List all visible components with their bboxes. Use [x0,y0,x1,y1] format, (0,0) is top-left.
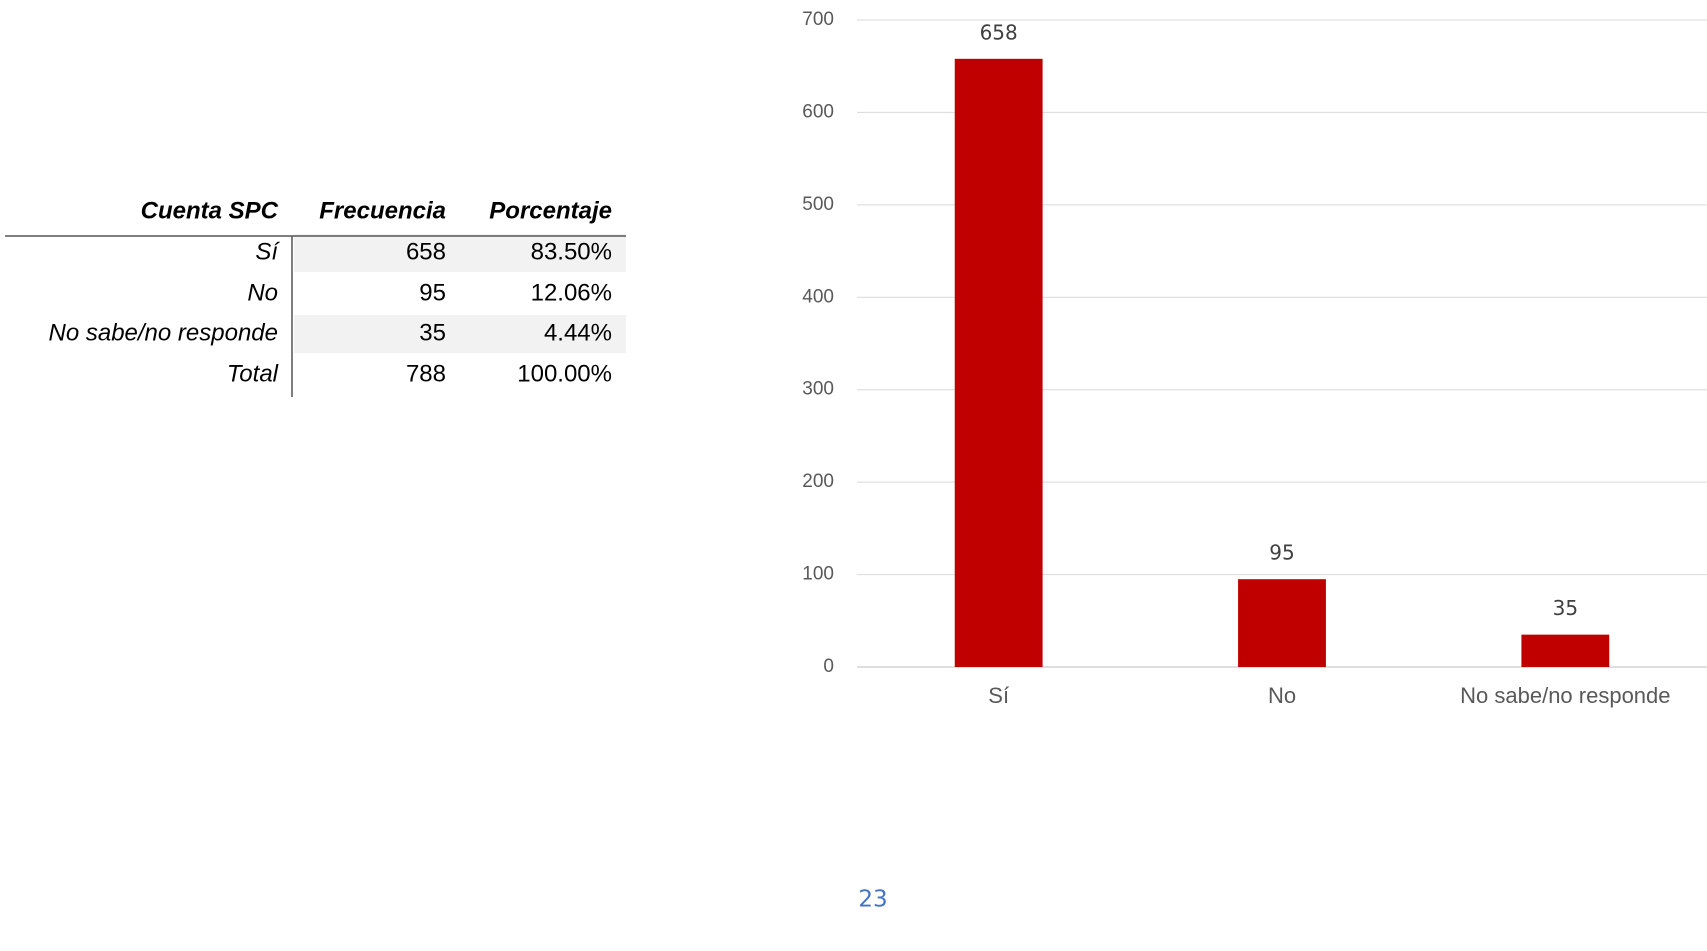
table-cell: Sí [255,238,280,265]
table-cell: 4.44% [544,319,612,346]
table-cell: 100.00% [517,360,612,387]
page: 23 Cuenta SPC Frecuencia Porcentaje Sí 658 83… [0,0,1707,951]
data-label: 95 [1269,541,1294,565]
y-tick-label: 100 [802,564,834,585]
table-cell: 83.50% [531,238,612,265]
x-tick-label: Sí [988,683,1009,708]
data-label: 658 [980,20,1018,44]
table-header: Cuenta SPC [141,197,279,224]
y-tick-label: 0 [823,656,834,677]
bar [955,59,1043,667]
table-header: Porcentaje [489,197,612,224]
y-tick-label: 600 [802,101,834,122]
y-tick-label: 300 [802,379,834,400]
x-tick-label: No [1268,683,1296,708]
x-tick-label: No sabe/no responde [1460,683,1670,708]
bar [1238,579,1326,667]
data-label: 35 [1553,596,1578,620]
y-tick-label: 700 [802,9,834,30]
table-cell: No [247,279,278,306]
y-tick-label: 500 [802,194,834,215]
table-cell: 658 [406,238,446,265]
table-cell: 12.06% [531,279,612,306]
bar [1521,635,1609,667]
page-canvas: 23 Cuenta SPC Frecuencia Porcentaje Sí 658 83… [0,0,1707,951]
table-cell: No sabe/no responde [49,319,279,346]
y-tick-label: 400 [802,286,834,307]
table-header: Frecuencia [319,197,446,224]
table-cell: 95 [419,279,446,306]
table-cell: 35 [419,319,446,346]
table-cell: 788 [406,360,446,387]
page-number: 23 [858,887,887,913]
table-cell: Total [227,360,279,387]
y-tick-label: 200 [802,471,834,492]
